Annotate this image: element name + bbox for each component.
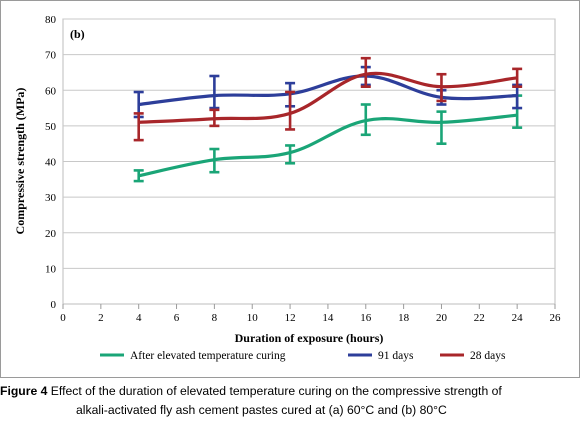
y-tick-label-80: 80 [45, 14, 57, 26]
series-2 [133, 56, 523, 142]
y-tick-label-40: 40 [45, 157, 57, 169]
y-tick-label-30: 30 [45, 192, 57, 204]
x-tick-label-8: 8 [212, 312, 218, 324]
caption-line-1: Effect of the duration of elevated tempe… [50, 384, 502, 398]
y-tick-label-0: 0 [51, 299, 57, 311]
y-tick-label-50: 50 [45, 121, 57, 133]
x-tick-label-12: 12 [285, 312, 296, 324]
x-tick-label-4: 4 [136, 312, 142, 324]
caption-label: Figure 4 [0, 384, 48, 398]
y-axis-title: Compressive strength (MPa) [13, 88, 27, 235]
x-tick-label-18: 18 [398, 312, 410, 324]
legend: After elevated temperature curing 91 days… [100, 350, 506, 362]
x-tick-label-2: 2 [98, 312, 104, 324]
y-tick-label-70: 70 [45, 50, 57, 62]
legend-label-1: 91 days [378, 350, 414, 362]
x-tick-label-20: 20 [436, 312, 448, 324]
y-tick-label-20: 20 [45, 228, 57, 240]
x-tick-label-10: 10 [247, 312, 259, 324]
series-line-1 [138, 74, 518, 107]
grid-layer [63, 18, 555, 269]
legend-label-0: After elevated temperature curing [130, 350, 286, 362]
x-tick-label-0: 0 [60, 312, 66, 324]
x-tick-label-16: 16 [360, 312, 372, 324]
caption-line-2: alkali-activated fly ash cement pastes c… [76, 403, 447, 417]
series-line-0 [138, 113, 518, 178]
series-line-2 [138, 71, 518, 124]
y-tick-label-10: 10 [45, 263, 57, 275]
chart-area: 0 10 20 30 40 50 60 70 80 0 2 4 6 8 10 12 14 16 18 20 22 24 26… [0, 0, 580, 378]
x-tick-label-6: 6 [174, 312, 180, 324]
series-0 [133, 94, 523, 183]
x-axis-title: Duration of exposure (hours) [235, 331, 384, 345]
x-tick-label-26: 26 [550, 312, 562, 324]
series-layer [133, 56, 523, 183]
legend-label-2: 28 days [470, 350, 506, 362]
x-tick-label-22: 22 [474, 312, 485, 324]
x-tick-label-24: 24 [512, 312, 524, 324]
figure-caption: Figure 4 Effect of the duration of eleva… [0, 378, 580, 425]
x-tick-label-14: 14 [322, 312, 334, 324]
panel-label: (b) [70, 27, 85, 41]
y-tick-label-60: 60 [45, 85, 57, 97]
